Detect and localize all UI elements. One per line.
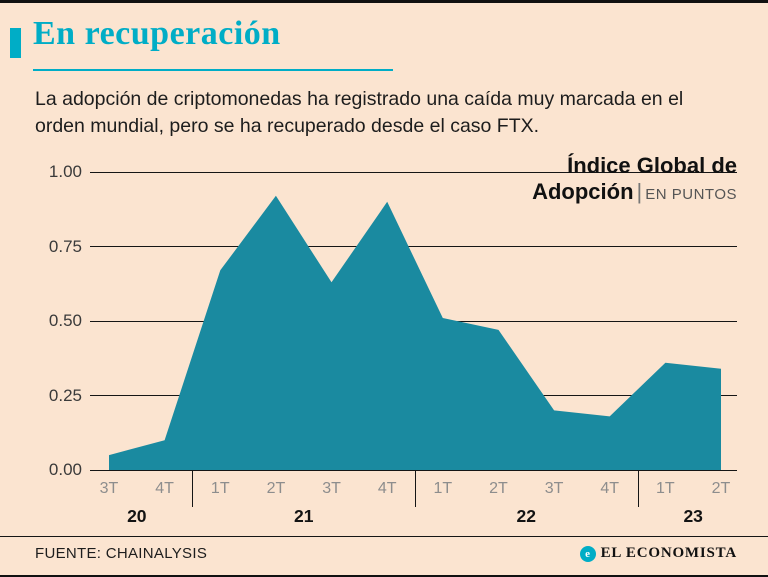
x-axis-label: 2T <box>711 480 731 497</box>
y-axis-label: 0.00 <box>48 460 82 479</box>
annotation-title-bold: Adopción <box>532 179 634 204</box>
x-axis-label: 2T <box>266 480 286 497</box>
year-label: 20 <box>127 506 147 526</box>
gridline <box>90 246 737 247</box>
footer: FUENTE: CHAINALYSIS e EL ECONOMISTA <box>35 545 737 562</box>
footer-divider <box>0 536 768 537</box>
area-series <box>109 195 721 470</box>
brand-text: EL ECONOMISTA <box>600 545 737 561</box>
x-axis-label: 4T <box>600 480 620 497</box>
annotation-title-line2: Adopción | EN PUNTOS <box>532 179 737 208</box>
chart-annotation: Índice Global de Adopción | EN PUNTOS <box>532 153 737 208</box>
y-axis-label: 0.25 <box>48 385 82 405</box>
year-separator <box>637 470 639 507</box>
brand-icon: e <box>579 545 596 562</box>
source-text: FUENTE: CHAINALYSIS <box>35 545 208 562</box>
x-axis-label: 1T <box>433 480 453 497</box>
annotation-units: EN PUNTOS <box>645 186 737 203</box>
area-series-shape <box>109 195 721 470</box>
x-axis-label: 3T <box>99 480 119 497</box>
year-separator <box>415 470 416 507</box>
x-axis-label: 1T <box>210 480 230 497</box>
year-separator <box>192 470 194 507</box>
x-axis-label: 4T <box>155 480 174 497</box>
brand-logo: e EL ECONOMISTA <box>579 545 737 562</box>
x-axis-label: 3T <box>322 480 341 497</box>
page-title: En recuperación <box>33 15 281 52</box>
title-accent-square <box>10 28 21 58</box>
y-axis-label: 1.00 <box>48 162 82 181</box>
annotation-title-line1: Índice Global de <box>567 153 737 178</box>
x-axis-label: 3T <box>544 480 564 497</box>
adoption-area-chart: 0.00 0.25 0.50 0.75 1.00 3T 4T 1T 2T 3T 4T 1T 2T 3T 4T… <box>0 3 768 575</box>
x-axis-label: 2T <box>489 480 508 497</box>
gridline <box>90 171 737 173</box>
y-axis-label: 0.50 <box>48 311 82 330</box>
title-underline <box>33 69 393 71</box>
x-axis-label: 1T <box>656 480 675 497</box>
x-axis-baseline <box>90 469 737 471</box>
year-label: 23 <box>683 506 703 526</box>
year-label: 22 <box>516 506 536 526</box>
x-axis-label: 4T <box>377 480 397 497</box>
year-label: 21 <box>293 506 314 526</box>
subtitle: La adopción de criptomonedas ha registra… <box>35 88 684 137</box>
annotation-divider: | <box>636 179 643 204</box>
y-axis-label: 0.75 <box>48 236 82 256</box>
